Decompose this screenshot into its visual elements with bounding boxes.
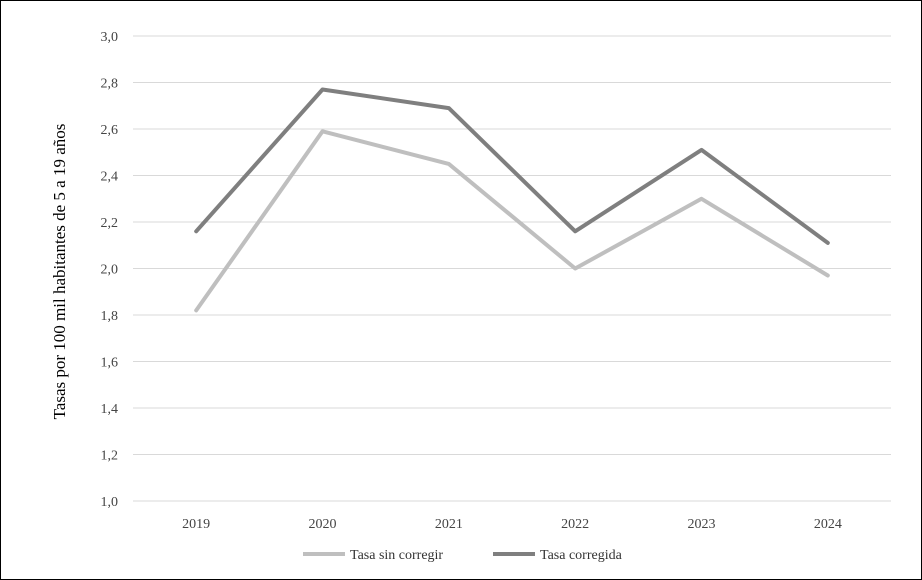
- legend: Tasa sin corregir Tasa corregida: [303, 548, 623, 563]
- series-line: [194, 129, 830, 313]
- x-tick-label: 2022: [561, 517, 589, 532]
- gridlines: [133, 35, 891, 502]
- y-tick-label: 1,8: [101, 309, 119, 324]
- y-tick-label: 1,6: [101, 356, 119, 371]
- x-tick-label: 2023: [688, 517, 716, 532]
- x-tick-label: 2019: [182, 517, 210, 532]
- series-line: [194, 87, 830, 245]
- y-tick-label: 2,0: [101, 263, 119, 278]
- y-tick-label: 1,4: [101, 402, 119, 417]
- legend-label: Tasa sin corregir: [350, 548, 443, 563]
- x-tick-label: 2021: [435, 517, 463, 532]
- x-tick-labels: 2019 2020 2021 2022 2023 2024: [182, 517, 842, 532]
- y-tick-label: 3,0: [101, 30, 119, 45]
- y-tick-label: 1,0: [101, 495, 119, 510]
- series-lines: [194, 87, 830, 313]
- y-tick-label: 2,8: [101, 77, 119, 92]
- y-tick-label: 2,4: [101, 170, 119, 185]
- y-tick-labels: 1,0 1,2 1,4 1,6 1,8 2,0 2,2 2,4 2,6 2,8 3,0: [101, 30, 119, 510]
- x-tick-label: 2020: [309, 517, 337, 532]
- y-tick-label: 2,6: [101, 123, 119, 138]
- legend-label: Tasa corregida: [540, 548, 623, 563]
- y-axis-title: Tasas por 100 mil habitantes de 5 a 19 a…: [50, 124, 69, 420]
- y-tick-label: 1,2: [101, 449, 119, 464]
- x-tick-label: 2024: [814, 517, 842, 532]
- y-tick-label: 2,2: [101, 216, 119, 231]
